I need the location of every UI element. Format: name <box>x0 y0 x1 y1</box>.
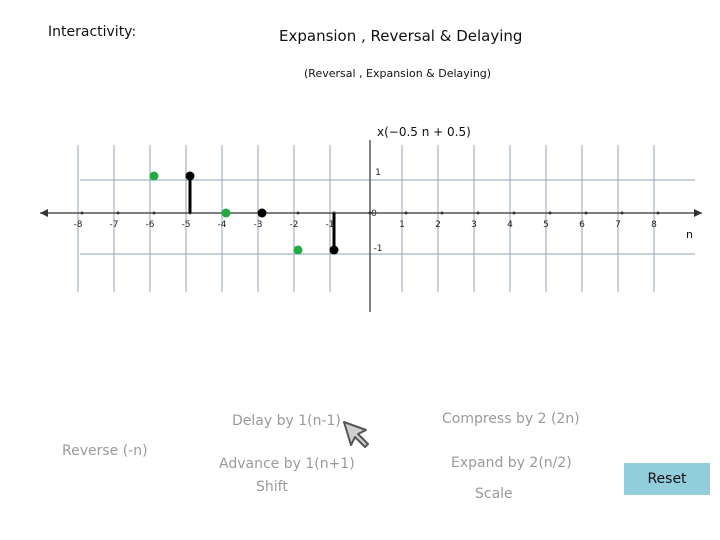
x-tick <box>620 211 624 215</box>
x-tick <box>548 211 552 215</box>
x-tick <box>368 211 372 215</box>
x-tick <box>404 211 408 215</box>
x-tick-label: 8 <box>651 220 657 230</box>
delay-button[interactable]: Delay by 1(n-1) <box>232 413 341 429</box>
page-subtitle: (Reversal , Expansion & Delaying) <box>304 67 492 80</box>
x-tick-label: -5 <box>182 220 191 230</box>
x-tick-label: -2 <box>290 220 299 230</box>
x-tick-label: 0 <box>371 209 377 219</box>
x-tick-label: 3 <box>471 220 477 230</box>
signal-sample-point <box>257 208 267 218</box>
x-tick-label: 7 <box>615 220 621 230</box>
chart-title: x(−0.5 n + 0.5) <box>377 125 471 139</box>
shift-label: Shift <box>256 479 288 495</box>
reverse-button[interactable]: Reverse (-n) <box>62 443 148 459</box>
x-tick-label: 6 <box>579 220 585 230</box>
expand-button[interactable]: Expand by 2(n/2) <box>451 455 572 471</box>
x-tick-label: -1 <box>326 220 335 230</box>
x-tick-label: -3 <box>254 220 263 230</box>
page-title: Expansion , Reversal & Delaying <box>279 27 523 45</box>
x-tick <box>116 211 120 215</box>
x-tick-label: 2 <box>435 220 441 230</box>
x-axis-label: n <box>686 228 693 241</box>
x-tick-label: -6 <box>146 220 155 230</box>
shifted-sample-point <box>293 245 303 255</box>
x-tick-label: -8 <box>74 220 83 230</box>
x-tick-label: 1 <box>399 220 405 230</box>
scale-label: Scale <box>475 486 513 502</box>
x-tick <box>296 211 300 215</box>
signal-sample-point <box>185 171 195 181</box>
x-tick <box>584 211 588 215</box>
y-tick-label: 1 <box>375 168 381 178</box>
x-tick-label: 5 <box>543 220 549 230</box>
x-tick <box>152 211 156 215</box>
x-tick <box>80 211 84 215</box>
arrow-cursor-icon <box>343 421 369 448</box>
shifted-sample-point <box>149 171 159 181</box>
compress-button[interactable]: Compress by 2 (2n) <box>442 411 580 427</box>
x-tick-label: 4 <box>507 220 513 230</box>
shifted-sample-point <box>221 208 231 218</box>
x-axis-arrow-right <box>694 209 702 217</box>
x-tick <box>512 211 516 215</box>
x-tick <box>656 211 660 215</box>
x-tick-label: -7 <box>110 220 119 230</box>
signal-sample-point <box>329 245 339 255</box>
x-tick-label: -4 <box>218 220 227 230</box>
interactivity-label: Interactivity: <box>48 24 137 40</box>
x-axis-arrow-left <box>40 209 48 217</box>
advance-button[interactable]: Advance by 1(n+1) <box>219 456 355 472</box>
y-tick-label: -1 <box>374 244 383 254</box>
x-tick <box>476 211 480 215</box>
reset-button[interactable]: Reset <box>624 463 710 495</box>
x-tick <box>440 211 444 215</box>
